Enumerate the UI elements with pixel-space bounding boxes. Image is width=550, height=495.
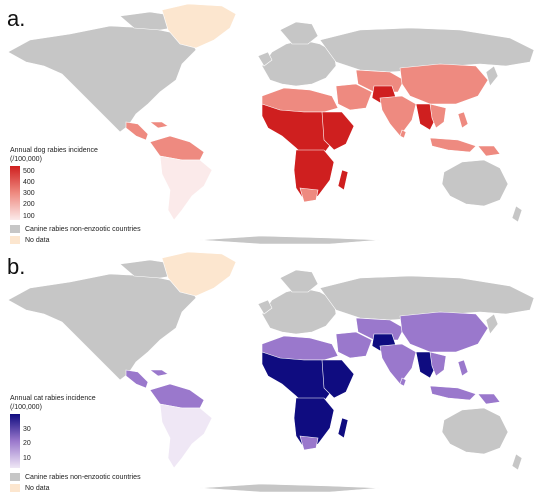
dog-rabies-map-panel: a. Annual dog rabies incidence (/100,000… (0, 0, 550, 246)
cat-incidence-legend: Annual cat rabies incidence (/100,000) 3… (10, 394, 141, 492)
new-guinea-region (477, 145, 501, 157)
south-africa-region (299, 435, 319, 451)
cat-rabies-world-map (7, 251, 535, 493)
antarctic-strip-landmass (199, 235, 381, 245)
antarctic-strip-landmass (199, 483, 381, 493)
legend-key-no-data: No data (10, 236, 141, 244)
australia-landmass (441, 159, 509, 207)
middle-east-region (335, 83, 373, 111)
europe-landmass (261, 39, 337, 87)
non-enzootic-label: Canine rabies non-enzootic countries (25, 473, 141, 481)
china-mongolia-region (399, 63, 489, 105)
sri-lanka-region (399, 377, 407, 387)
greenland-iceland-uk-landmass (257, 51, 273, 67)
caribbean-region (149, 369, 169, 377)
legend-tick: 10 (23, 454, 31, 462)
philippines-region (457, 111, 469, 129)
legend-tick: 100 (23, 212, 35, 220)
legend-title-line2: (/100,000) (10, 404, 42, 411)
non-enzootic-swatch (10, 473, 20, 481)
indonesia-region (429, 385, 477, 401)
south-asia-region (379, 95, 417, 137)
middle-america-region (125, 121, 149, 141)
dog-incidence-legend: Annual dog rabies incidence (/100,000) 5… (10, 146, 141, 244)
east-africa-region (321, 359, 355, 399)
china-mongolia-region (399, 311, 489, 353)
japan-landmass (485, 65, 499, 87)
legend-tick: 200 (23, 201, 35, 209)
legend-title-line1: Annual dog rabies incidence (10, 147, 98, 154)
legend-tick: 500 (23, 167, 35, 175)
greenland-iceland-uk-landmass (257, 299, 273, 315)
philippines-region (457, 359, 469, 377)
south-america-north-region (149, 383, 205, 409)
panel-label-b: b. (7, 254, 26, 279)
indochina-region (429, 103, 447, 129)
indochina-region (429, 351, 447, 377)
dog-rabies-world-map (7, 3, 535, 245)
southern-africa-region (293, 149, 335, 201)
cat-rabies-map-panel: b. Annual cat rabies incidence (/100,000… (0, 248, 550, 494)
north-america-landmass (7, 25, 197, 133)
south-america-south-region (159, 155, 213, 221)
greenland-no-data (161, 251, 237, 297)
middle-east-region (335, 331, 373, 359)
scandinavia-landmass (279, 269, 319, 293)
legend-title-line2: (/100,000) (10, 156, 42, 163)
new-zealand-landmass (511, 205, 523, 223)
new-zealand-landmass (511, 453, 523, 471)
south-asia-region (379, 343, 417, 385)
indonesia-region (429, 137, 477, 153)
scandinavia-landmass (279, 21, 319, 45)
legend-tick: 400 (23, 178, 35, 186)
legend-tick: 300 (23, 190, 35, 197)
dog-incidence-color-bar (10, 166, 20, 220)
australia-landmass (441, 407, 509, 455)
legend-key-no-data: No data (10, 484, 141, 492)
new-guinea-region (477, 393, 501, 405)
middle-america-region (125, 369, 149, 389)
legend-key-non-enzootic: Canine rabies non-enzootic countries (10, 473, 141, 481)
sri-lanka-region (399, 129, 407, 139)
caribbean-region (149, 121, 169, 129)
southern-africa-region (293, 397, 335, 449)
madagascar-region (337, 417, 349, 439)
legend-tick: 20 (23, 440, 31, 448)
legend-title-line1: Annual cat rabies incidence (10, 395, 96, 402)
panel-label-a: a. (7, 6, 26, 31)
no-data-swatch (10, 236, 20, 244)
no-data-label: No data (25, 236, 50, 244)
madagascar-region (337, 169, 349, 191)
south-america-south-region (159, 403, 213, 469)
south-america-north-region (149, 135, 205, 161)
legend-tick: 30 (23, 425, 31, 433)
europe-landmass (261, 287, 337, 335)
greenland-no-data (161, 3, 237, 49)
legend-key-non-enzootic: Canine rabies non-enzootic countries (10, 225, 141, 233)
south-africa-region (299, 187, 319, 203)
non-enzootic-label: Canine rabies non-enzootic countries (25, 225, 141, 233)
east-africa-region (321, 111, 355, 151)
non-enzootic-swatch (10, 225, 20, 233)
north-america-landmass (7, 273, 197, 381)
no-data-label: No data (25, 484, 50, 492)
cat-incidence-color-bar (10, 414, 20, 468)
no-data-swatch (10, 484, 20, 492)
japan-landmass (485, 313, 499, 335)
